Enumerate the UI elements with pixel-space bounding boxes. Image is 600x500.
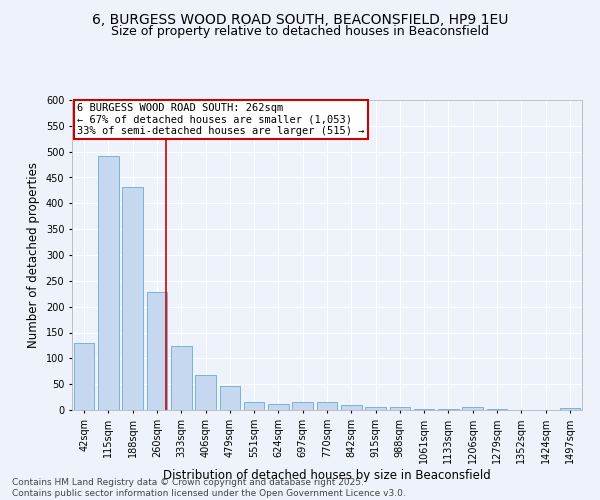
- X-axis label: Distribution of detached houses by size in Beaconsfield: Distribution of detached houses by size …: [163, 468, 491, 481]
- Bar: [389, 408, 410, 410]
- Bar: [244, 402, 265, 410]
- Bar: [341, 406, 362, 410]
- Bar: [220, 386, 240, 410]
- Text: 6, BURGESS WOOD ROAD SOUTH, BEACONSFIELD, HP9 1EU: 6, BURGESS WOOD ROAD SOUTH, BEACONSFIELD…: [92, 12, 508, 26]
- Text: Size of property relative to detached houses in Beaconsfield: Size of property relative to detached ho…: [111, 25, 489, 38]
- Text: 6 BURGESS WOOD ROAD SOUTH: 262sqm
← 67% of detached houses are smaller (1,053)
3: 6 BURGESS WOOD ROAD SOUTH: 262sqm ← 67% …: [77, 103, 365, 136]
- Bar: [365, 407, 386, 410]
- Bar: [171, 346, 191, 410]
- Bar: [317, 402, 337, 410]
- Text: Contains HM Land Registry data © Crown copyright and database right 2025.
Contai: Contains HM Land Registry data © Crown c…: [12, 478, 406, 498]
- Bar: [195, 375, 216, 410]
- Bar: [98, 156, 119, 410]
- Bar: [292, 402, 313, 410]
- Bar: [463, 408, 483, 410]
- Bar: [74, 343, 94, 410]
- Y-axis label: Number of detached properties: Number of detached properties: [27, 162, 40, 348]
- Bar: [560, 408, 580, 410]
- Bar: [268, 404, 289, 410]
- Bar: [146, 292, 167, 410]
- Bar: [122, 187, 143, 410]
